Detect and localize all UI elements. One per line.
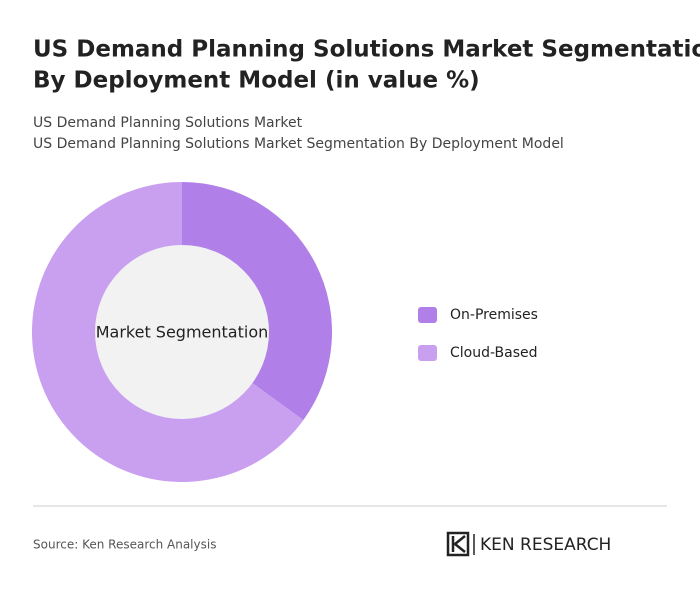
legend-label: On-Premises: [450, 307, 538, 323]
center-label: Market Segmentation: [96, 323, 269, 342]
subtitle: US Demand Planning Solutions Market: [33, 115, 303, 131]
logo-text: KEN RESEARCH: [480, 535, 611, 555]
legend-swatch: [418, 307, 437, 323]
chart-title: By Deployment Model (in value %): [33, 68, 480, 94]
legend-swatch: [418, 345, 437, 361]
subtitle: US Demand Planning Solutions Market Segm…: [33, 136, 564, 152]
legend-label: Cloud-Based: [450, 345, 538, 361]
source: Source: Ken Research Analysis: [33, 538, 216, 552]
logo: KEN RESEARCH: [446, 531, 611, 557]
chart-title: US Demand Planning Solutions Market Segm…: [33, 37, 700, 63]
donut-hole: [95, 245, 269, 419]
logo-icon: [451, 535, 466, 553]
logo-icon: [446, 531, 470, 557]
legend: On-Premises Cloud-Based: [418, 307, 538, 361]
